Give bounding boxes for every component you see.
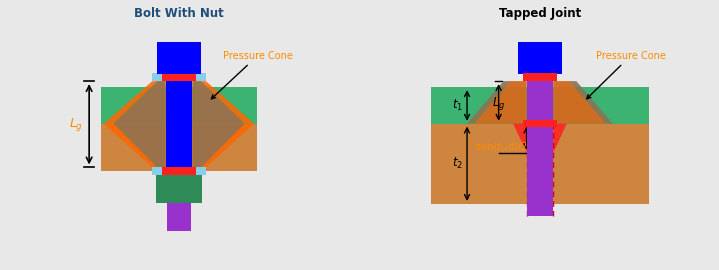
Text: d: d: [536, 88, 544, 101]
Bar: [526, 66, 554, 216]
Text: Pressure Cone: Pressure Cone: [587, 50, 666, 99]
Polygon shape: [193, 124, 244, 167]
Bar: [518, 42, 562, 74]
Bar: [152, 167, 206, 175]
Polygon shape: [193, 124, 255, 167]
Bar: [523, 120, 557, 127]
Bar: [165, 73, 193, 175]
Bar: [431, 124, 649, 204]
Bar: [157, 42, 201, 74]
Bar: [156, 175, 202, 202]
Polygon shape: [554, 81, 613, 124]
Bar: [431, 87, 649, 124]
Bar: [523, 73, 557, 81]
Polygon shape: [114, 81, 165, 124]
Polygon shape: [193, 81, 255, 124]
Text: $L_g$: $L_g$: [492, 94, 505, 112]
Bar: [162, 73, 196, 81]
Text: $t_1$: $t_1$: [452, 98, 463, 113]
Polygon shape: [513, 124, 526, 153]
Bar: [101, 87, 257, 124]
Polygon shape: [554, 124, 567, 153]
Text: Pressure Cone: Pressure Cone: [211, 50, 293, 99]
Polygon shape: [193, 81, 244, 124]
Bar: [523, 73, 557, 81]
Polygon shape: [475, 81, 526, 124]
Polygon shape: [554, 81, 605, 124]
Bar: [152, 73, 206, 81]
Bar: [152, 167, 206, 175]
Bar: [162, 167, 196, 175]
Bar: [157, 42, 201, 74]
Bar: [101, 124, 257, 171]
Title: Bolt With Nut: Bolt With Nut: [134, 8, 224, 21]
Bar: [156, 175, 202, 202]
Text: $L_g$: $L_g$: [69, 116, 83, 133]
Text: min($t_2$,d)/2: min($t_2$,d)/2: [474, 140, 528, 154]
Polygon shape: [467, 81, 526, 124]
Bar: [523, 120, 557, 127]
Polygon shape: [114, 124, 165, 167]
Text: $t_2$: $t_2$: [452, 156, 463, 171]
Bar: [526, 66, 554, 216]
Bar: [165, 66, 193, 175]
Polygon shape: [104, 124, 165, 167]
Polygon shape: [104, 81, 165, 124]
Bar: [162, 73, 196, 81]
Bar: [518, 42, 562, 74]
Bar: [167, 192, 191, 231]
Title: Tapped Joint: Tapped Joint: [499, 8, 581, 21]
Bar: [167, 193, 191, 231]
Bar: [152, 73, 206, 81]
Bar: [162, 167, 196, 175]
